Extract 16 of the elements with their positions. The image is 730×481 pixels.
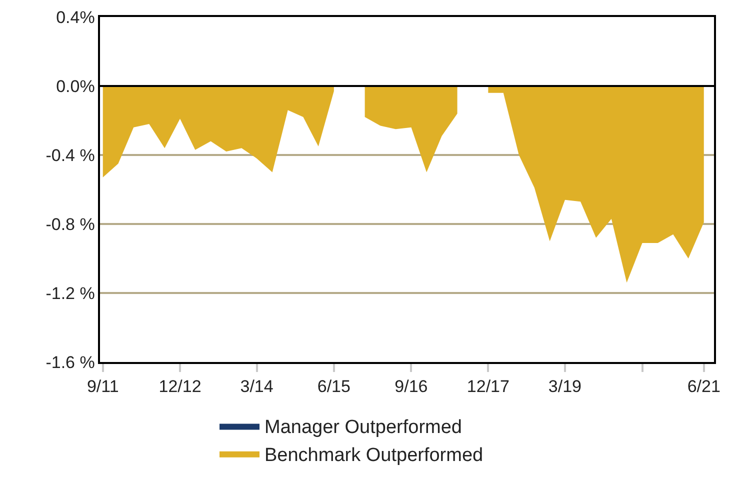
legend-label: Benchmark Outperformed xyxy=(264,444,484,466)
legend-label: Manager Outperformed xyxy=(264,417,462,438)
y-tick-label: -0.8 % xyxy=(46,214,95,234)
x-tick-label: 3/14 xyxy=(240,377,274,396)
x-tick-label: 3/19 xyxy=(548,377,582,396)
x-tick-label: 9/16 xyxy=(394,377,428,396)
x-tick-label: 12/12 xyxy=(158,377,202,396)
y-tick-label: -1.2 % xyxy=(46,284,95,303)
x-tick-label: 12/17 xyxy=(466,377,510,396)
y-tick-label: 0.0% xyxy=(56,76,95,96)
x-tick-label: 6/21 xyxy=(687,377,720,396)
x-tick-label: 6/15 xyxy=(317,377,350,396)
y-tick-label: -1.6 % xyxy=(46,352,95,372)
x-tick-label: 9/11 xyxy=(86,377,119,396)
y-tick-label: -0.4 % xyxy=(46,146,95,165)
y-tick-label: 0.4% xyxy=(56,8,95,27)
